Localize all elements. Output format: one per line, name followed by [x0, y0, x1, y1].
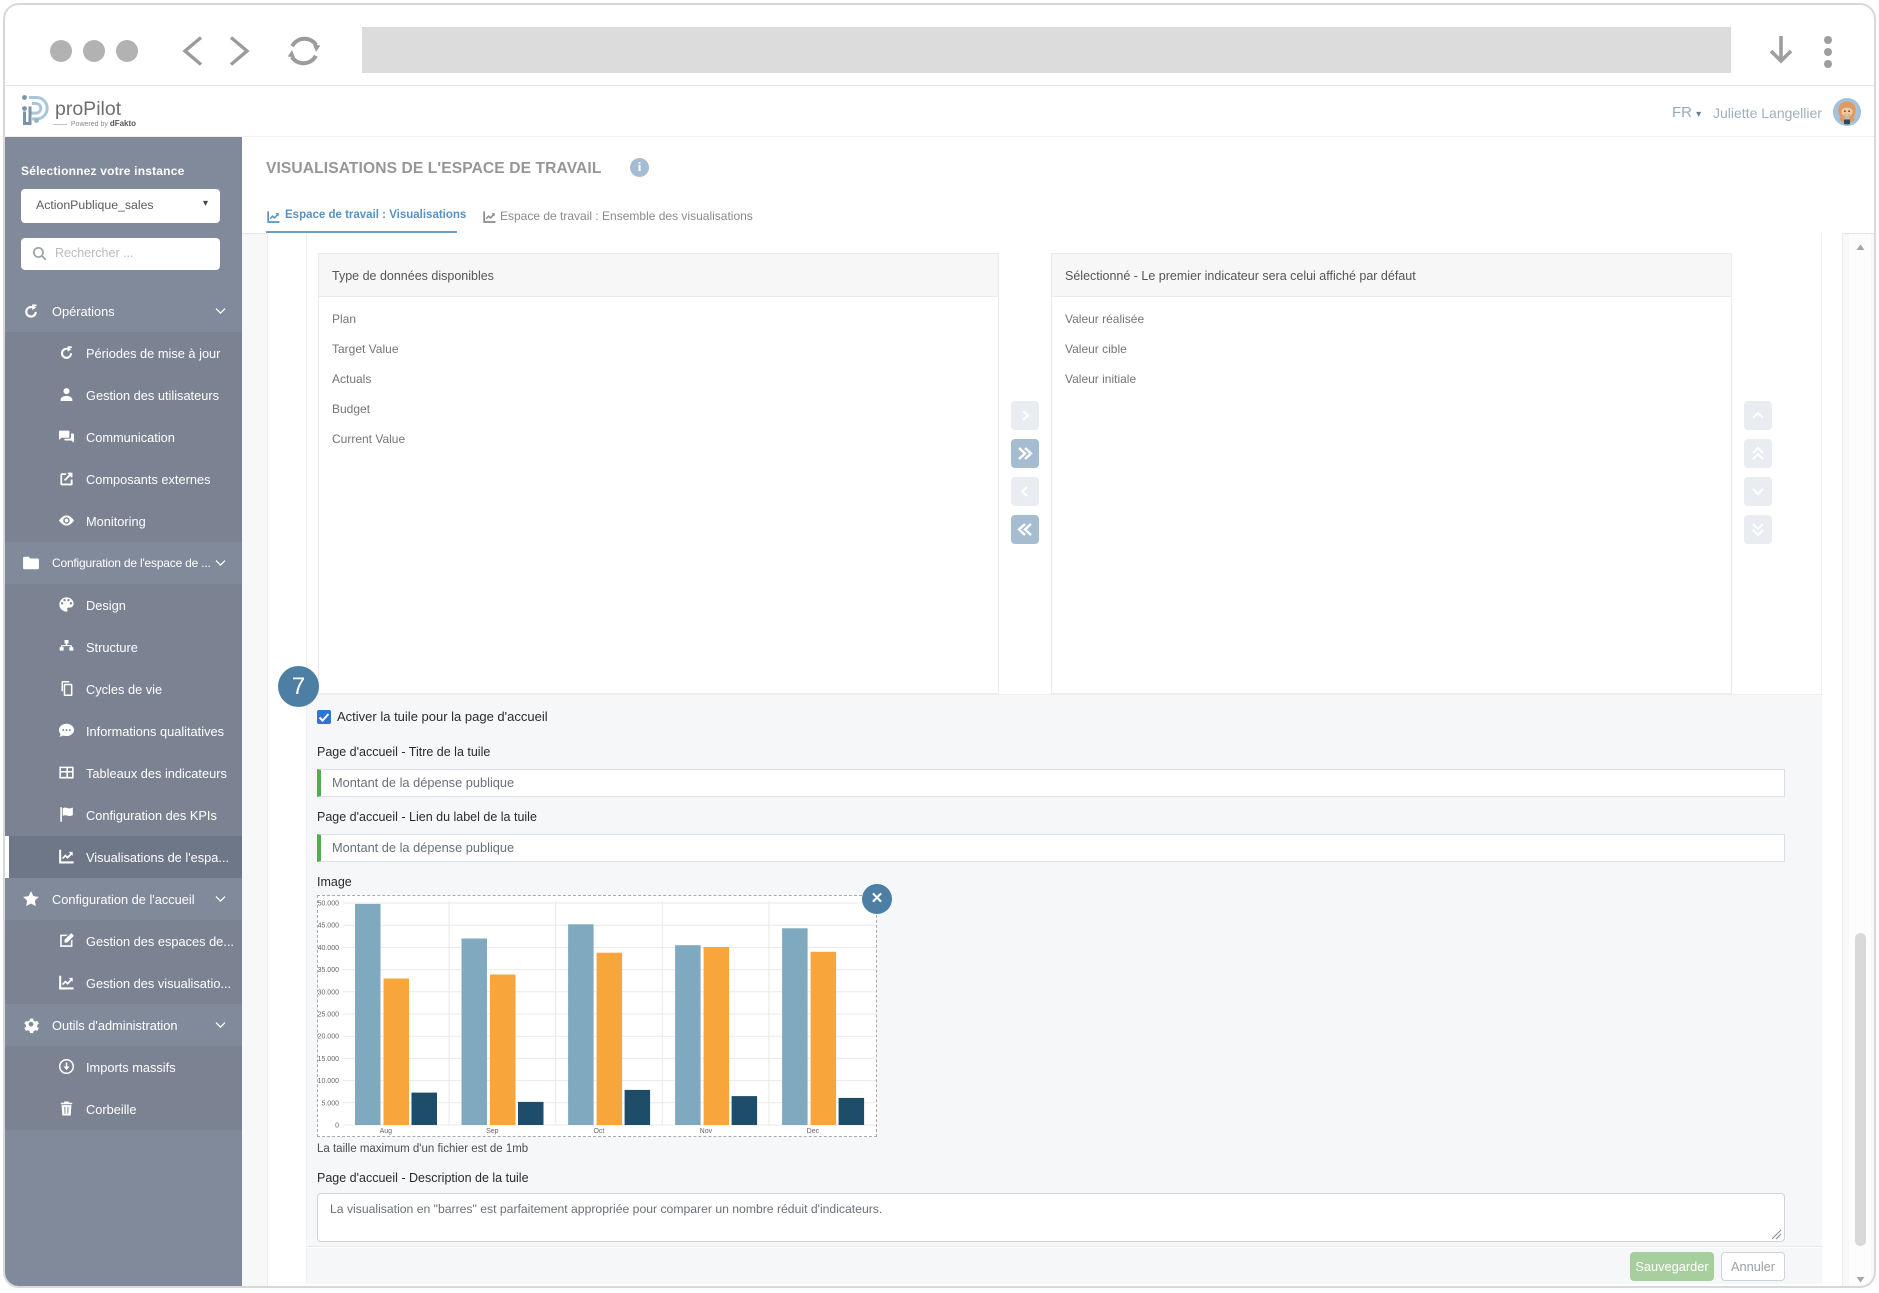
svg-text:20.000: 20.000 — [318, 1034, 339, 1041]
svg-text:Nov: Nov — [700, 1128, 713, 1135]
svg-text:Dec: Dec — [807, 1128, 820, 1135]
svg-text:0: 0 — [335, 1123, 339, 1130]
svg-text:Sep: Sep — [486, 1128, 499, 1135]
svg-text:Oct: Oct — [593, 1128, 604, 1135]
svg-text:5.000: 5.000 — [321, 1100, 339, 1107]
svg-text:Aug: Aug — [380, 1128, 393, 1135]
svg-text:50.000: 50.000 — [318, 901, 339, 908]
svg-text:40.000: 40.000 — [318, 945, 339, 952]
svg-text:25.000: 25.000 — [318, 1012, 339, 1019]
svg-text:15.000: 15.000 — [318, 1056, 339, 1063]
svg-text:45.000: 45.000 — [318, 923, 339, 930]
svg-text:30.000: 30.000 — [318, 989, 339, 996]
svg-text:35.000: 35.000 — [318, 967, 339, 974]
svg-text:10.000: 10.000 — [318, 1078, 339, 1085]
